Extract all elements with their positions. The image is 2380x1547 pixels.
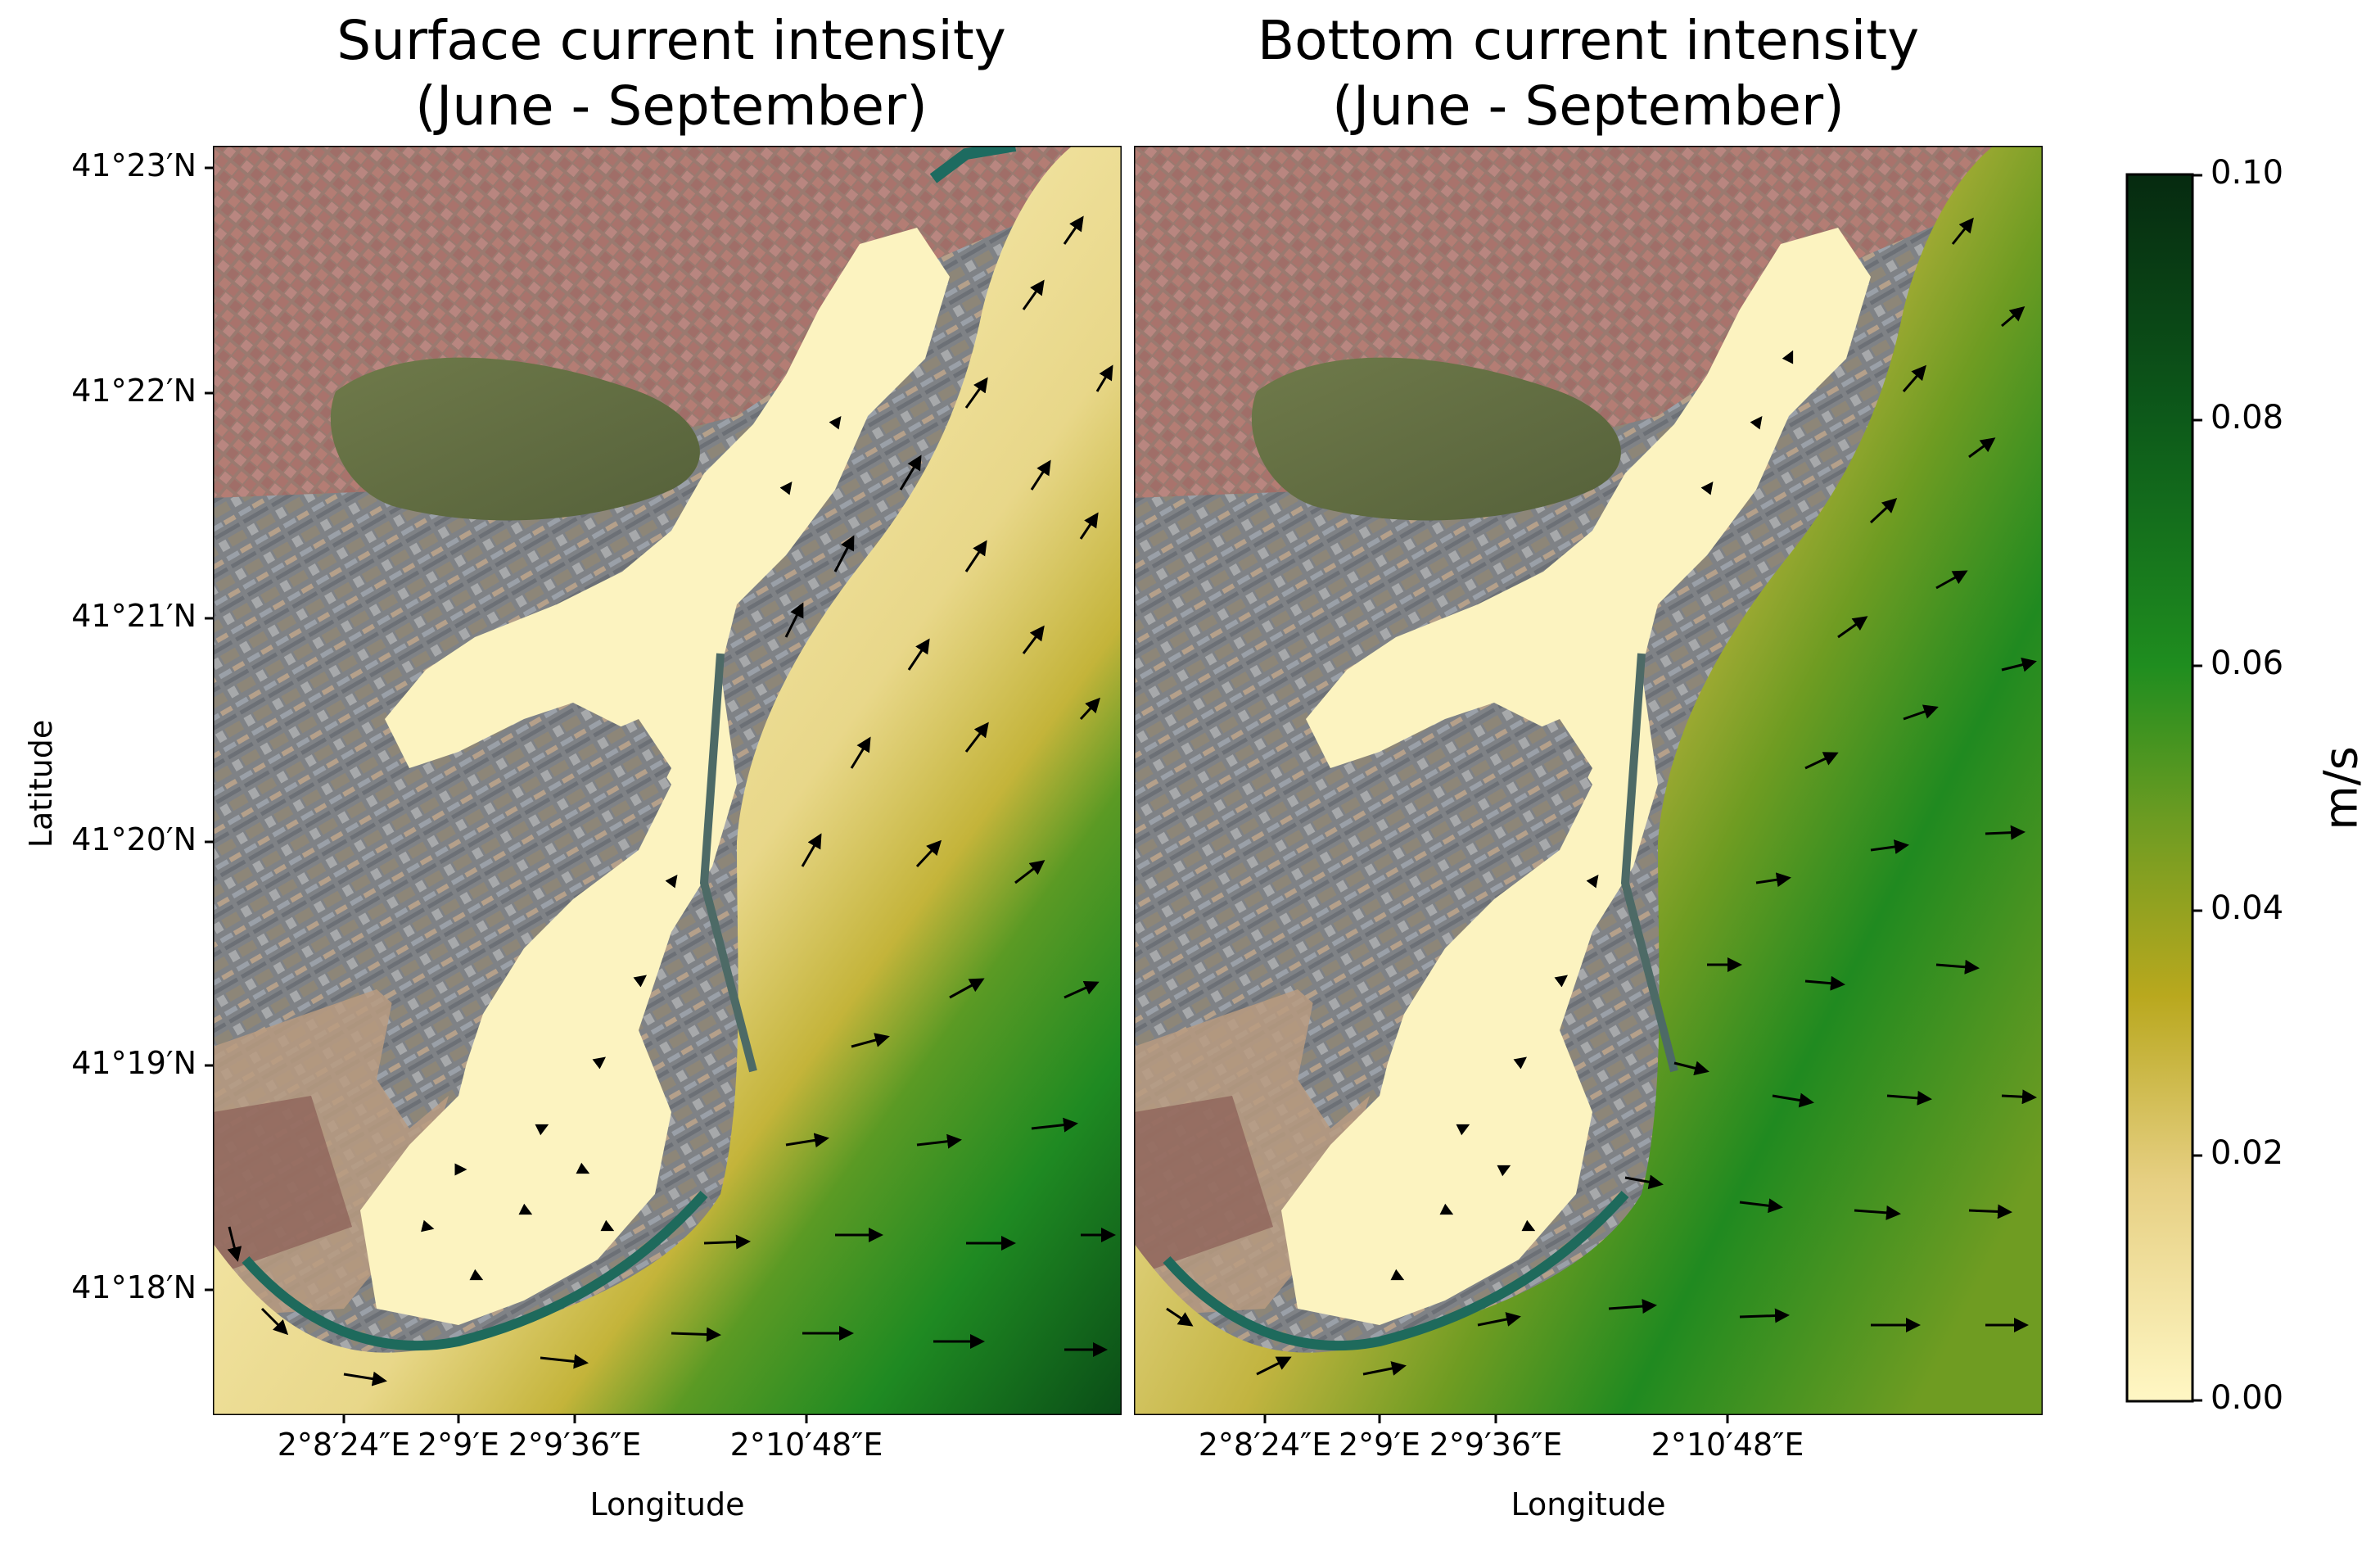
panel-right-title: Bottom current intensity (June - Septemb…	[1134, 8, 2043, 139]
colorbar-tick-label: 0.08	[2211, 399, 2284, 437]
x-tick-label: 2°8′24″E	[1198, 1427, 1332, 1463]
current-vectors-left	[227, 215, 1116, 1386]
map-right-panel	[1134, 146, 2043, 1415]
colorbar-label: m/s	[2315, 746, 2369, 830]
y-tick-label: 41°20′N	[71, 821, 196, 857]
panel-left-title-line1: Surface current intensity	[336, 9, 1006, 72]
x-axis-label-right: Longitude	[1511, 1486, 1666, 1522]
x-tick-marks	[342, 1415, 1729, 1423]
y-tick-label: 41°23′N	[71, 147, 196, 183]
basin-vectors-left	[421, 416, 842, 1281]
colorbar-tick-label: 0.06	[2211, 645, 2284, 682]
y-tick-label: 41°22′N	[71, 373, 196, 409]
basin-vectors-right	[1390, 350, 1794, 1281]
y-tick-label: 41°18′N	[71, 1269, 196, 1305]
x-tick-label: 2°10′48″E	[1651, 1427, 1804, 1463]
panel-right-title-line2: (June - September)	[1332, 75, 1845, 138]
x-tick-label: 2°9′36″E	[508, 1427, 642, 1463]
x-tick-label: 2°9′E	[1339, 1427, 1420, 1463]
panel-right-title-line1: Bottom current intensity	[1257, 9, 1920, 72]
current-vectors-right	[1166, 217, 2037, 1376]
colorbar-tick-marks	[2193, 174, 2202, 1402]
colorbar-tick-label: 0.00	[2211, 1379, 2284, 1417]
colorbar-tick-label: 0.04	[2211, 889, 2284, 927]
x-tick-label: 2°10′48″E	[729, 1427, 883, 1463]
y-tick-marks	[205, 166, 213, 1291]
map-left-panel	[213, 146, 1122, 1415]
x-tick-label: 2°9′E	[418, 1427, 499, 1463]
y-tick-label: 41°19′N	[71, 1045, 196, 1081]
colorbar-tick-label: 0.10	[2211, 154, 2284, 192]
colorbar-tick-label: 0.02	[2211, 1134, 2284, 1172]
y-tick-label: 41°21′N	[71, 598, 196, 634]
x-axis-label-left: Longitude	[589, 1486, 745, 1522]
colorbar	[2125, 173, 2194, 1403]
x-tick-label: 2°9′36″E	[1429, 1427, 1563, 1463]
panel-left-title-line2: (June - September)	[415, 75, 928, 138]
x-tick-label: 2°8′24″E	[277, 1427, 411, 1463]
panel-left-title: Surface current intensity (June - Septem…	[213, 8, 1130, 139]
